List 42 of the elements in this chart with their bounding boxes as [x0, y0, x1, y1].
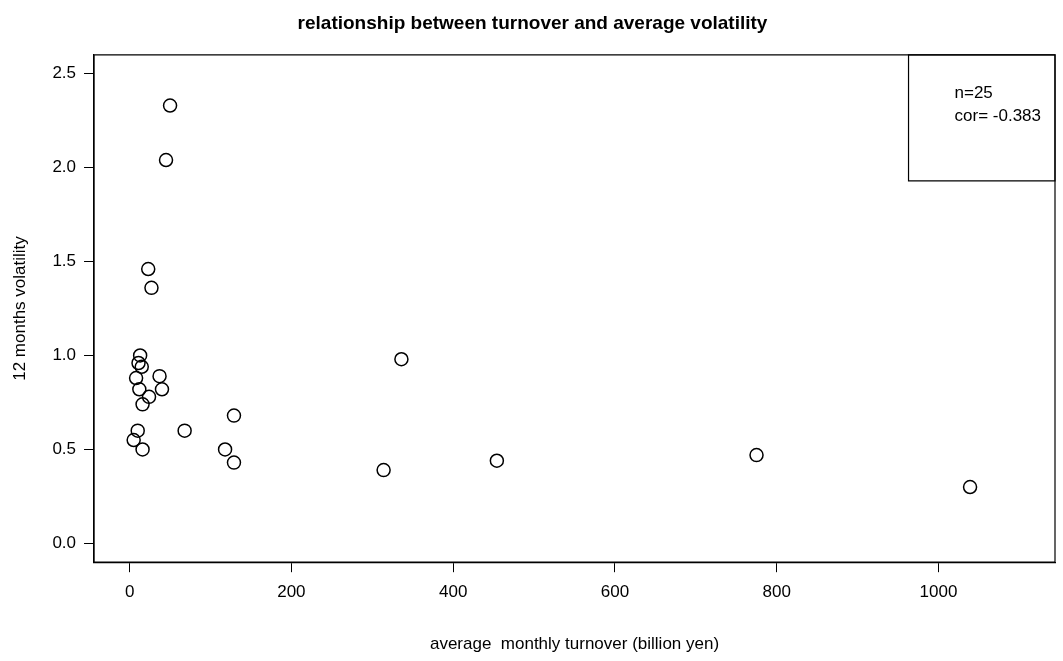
point [376, 462, 391, 478]
point [128, 370, 144, 386]
point [131, 355, 146, 371]
x-tick-label: 400 [438, 582, 468, 602]
point [158, 152, 174, 168]
point [140, 261, 156, 277]
point [962, 479, 978, 495]
point [489, 453, 505, 468]
point [394, 351, 409, 367]
y-tick-label: 1.0 [52, 345, 77, 365]
y-tick-label: 2.5 [52, 63, 77, 83]
y-tick-label: 2.0 [52, 157, 77, 177]
point [135, 442, 150, 457]
y-tick-label: 0.5 [52, 439, 77, 459]
x-tick-label: 200 [277, 582, 306, 602]
point [749, 447, 764, 463]
point [162, 98, 178, 113]
x-tick-label: 0 [124, 582, 135, 602]
point [135, 397, 150, 412]
point [154, 382, 170, 397]
point [226, 455, 242, 470]
chart-title: relationship between turnover and average volatility [297, 11, 768, 33]
point [126, 432, 141, 448]
point [132, 348, 148, 363]
annotation: n=25 [954, 83, 993, 103]
annotation: cor= -0.383 [954, 106, 1042, 126]
x-axis-title: average monthly turnover (billion yen) [429, 634, 720, 654]
x-tick-label: 800 [762, 582, 791, 602]
point [141, 389, 157, 405]
point [152, 368, 167, 384]
point [144, 280, 159, 296]
point [226, 408, 242, 423]
point [130, 423, 145, 438]
point [134, 359, 150, 375]
y-axis-title: 12 months volatility [9, 235, 29, 381]
x-tick-label: 1000 [919, 582, 958, 602]
point [132, 382, 147, 397]
point [217, 442, 233, 457]
point [177, 423, 192, 438]
y-tick-label: 0.0 [52, 533, 77, 553]
y-tick-label: 1.5 [52, 251, 77, 271]
x-tick-label: 600 [600, 582, 630, 602]
